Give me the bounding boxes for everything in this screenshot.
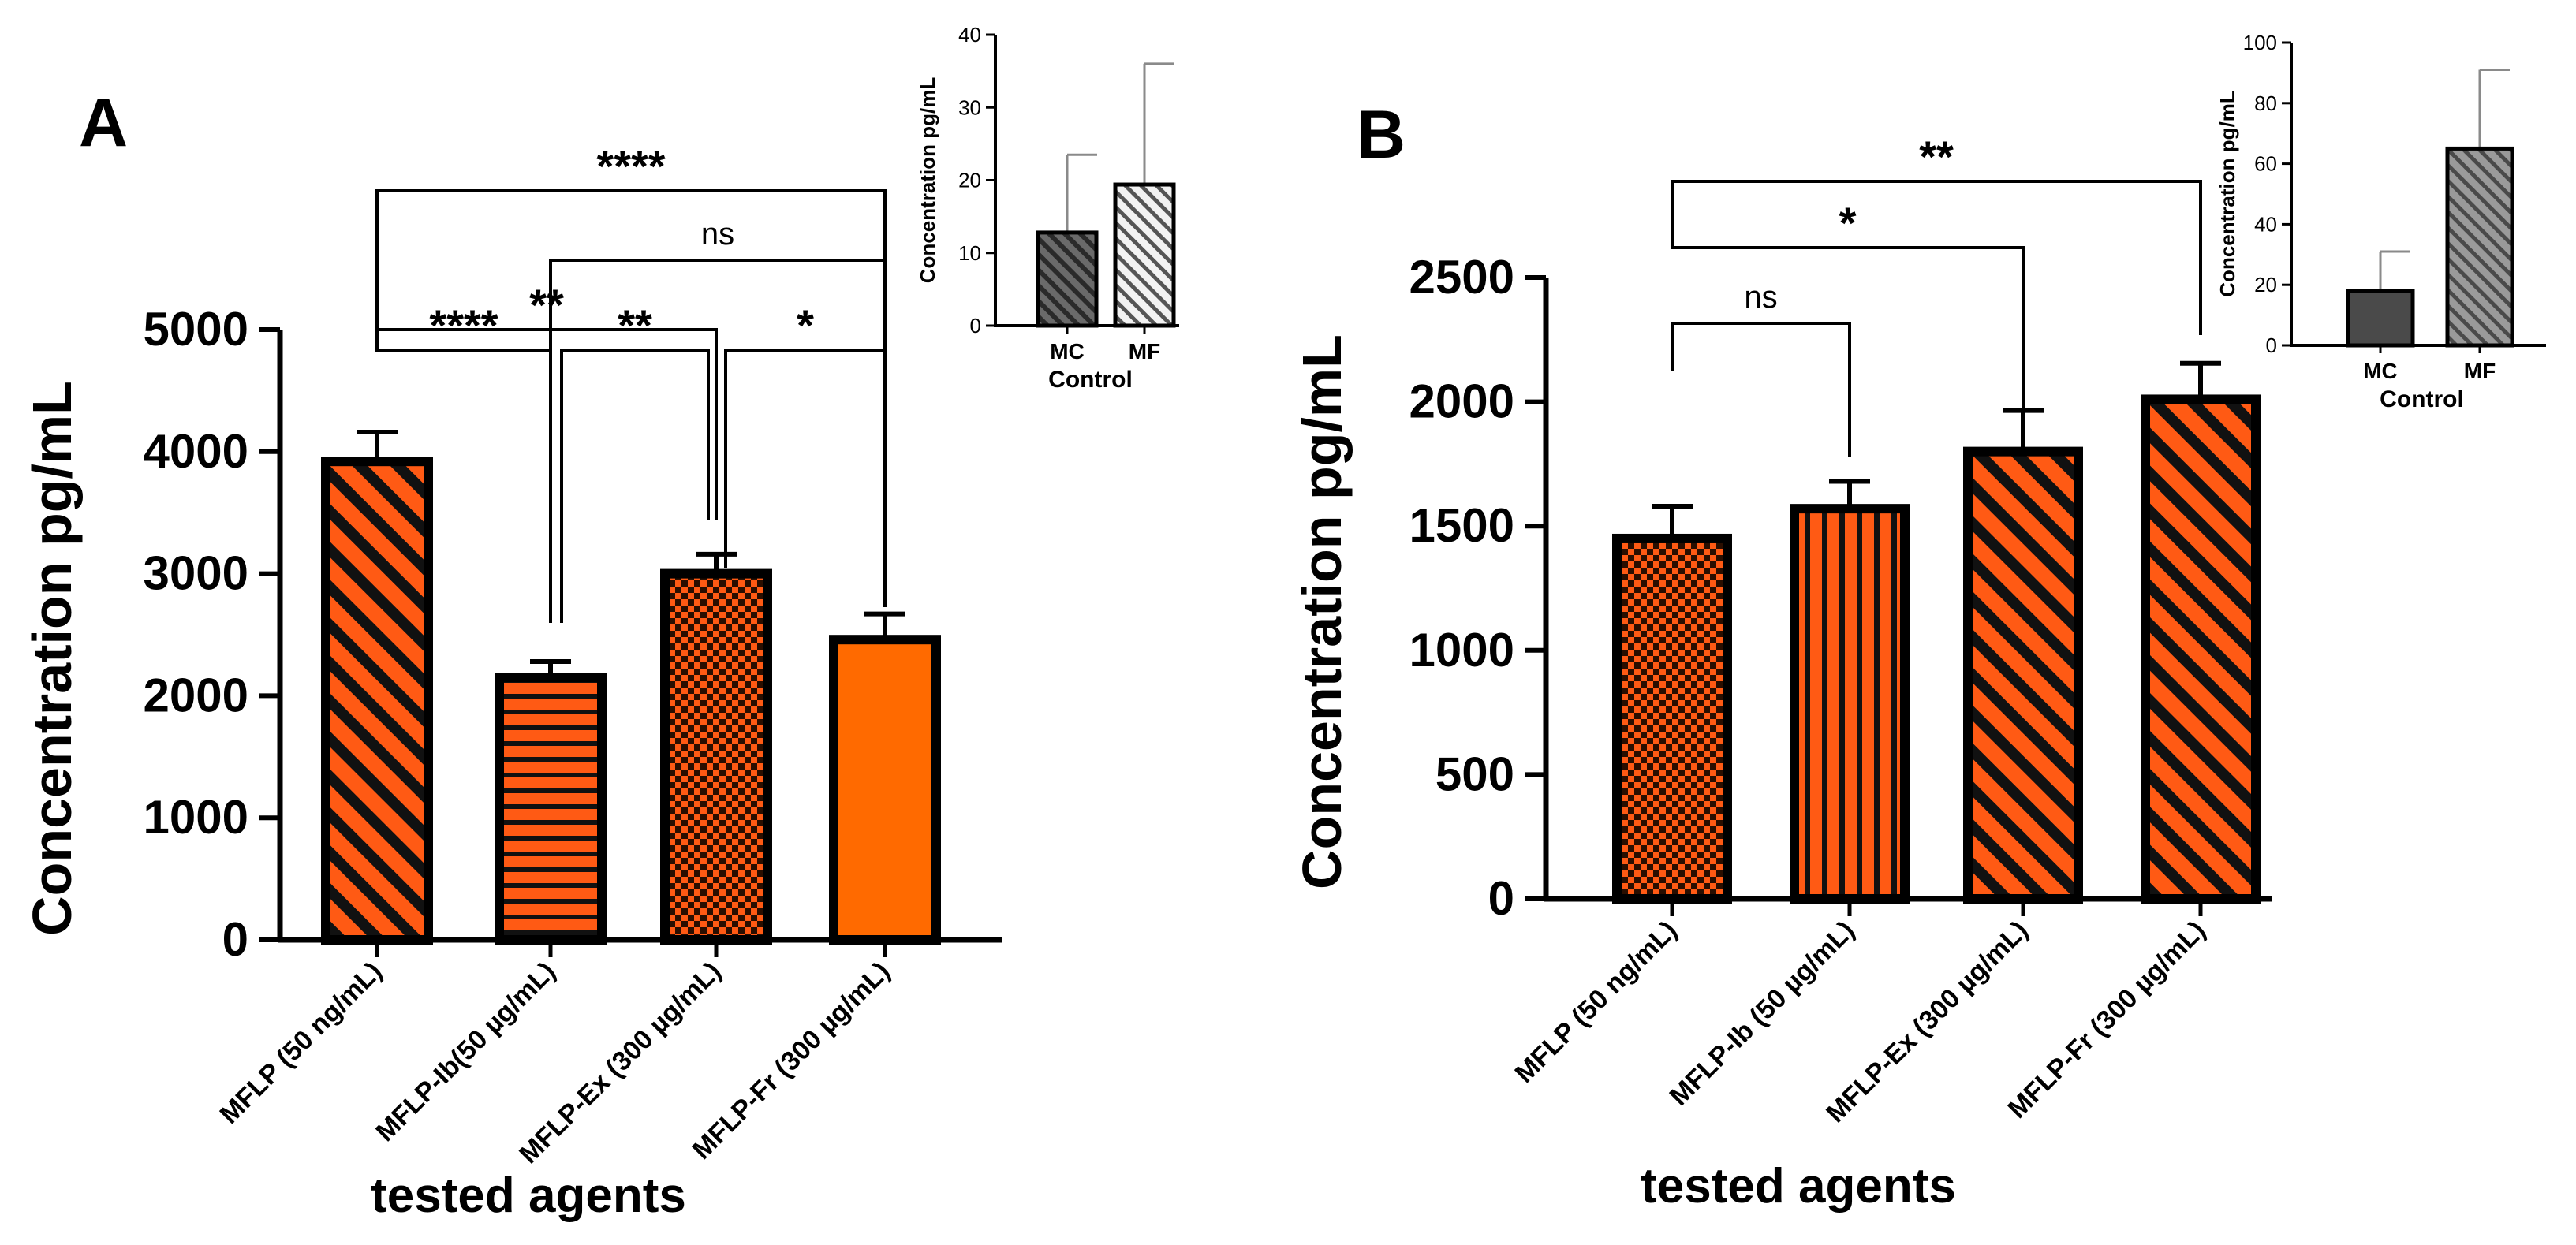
inset-a: 0 10 20 30 40 Concentration pg/mL MC MF Control: [916, 23, 1179, 393]
y-axis-title: Concentration pg/mL: [1291, 334, 1353, 889]
y-tick-label: 0: [222, 913, 248, 966]
y-tick-label: 2000: [1409, 375, 1514, 428]
significance-bracket: [724, 349, 887, 607]
inset-y-tick-label: 20: [2254, 273, 2277, 296]
inset-x-tick-label: MC: [2363, 359, 2398, 383]
inset-y-tick-label: 100: [2243, 31, 2277, 54]
bar: [829, 635, 941, 945]
significance-label: *: [1839, 198, 1857, 248]
significance-bracket: [560, 349, 710, 623]
x-tick-label: MFLP-Fr (300 µg/mL): [2003, 915, 2212, 1124]
inset-y-tick-label: 60: [2254, 152, 2277, 176]
bar: [1790, 504, 1910, 904]
y-tick-label: 1000: [1409, 624, 1514, 677]
significance-label: ns: [701, 217, 734, 252]
inset-y-tick-label: 0: [2266, 334, 2277, 357]
inset-b: 0 20 40 60 80 100 Concentration pg/mL MC MFContr…: [2216, 31, 2546, 412]
significance-label: ****: [596, 141, 665, 191]
y-tick-label: 500: [1435, 747, 1514, 800]
inset-bar: [1036, 230, 1099, 328]
inset-y-tick-label: 40: [2254, 212, 2277, 236]
y-tick-label: 2000: [144, 669, 248, 721]
inset-y-tick-label: 40: [958, 23, 981, 47]
inset-y-tick-label: 0: [970, 314, 981, 337]
x-tick-label: MFLP (50 ng/mL): [215, 956, 388, 1130]
panel-label-a: A: [79, 85, 128, 161]
inset-y-axis-title: Concentration pg/mL: [2216, 91, 2239, 297]
significance-label: ****: [429, 300, 498, 350]
y-tick-label: 1500: [1409, 499, 1514, 552]
panel-label-b: B: [1357, 97, 1406, 173]
x-axis-title: tested agents: [371, 1169, 686, 1223]
inset-x-tick-label: MF: [1129, 339, 1160, 363]
y-tick-label: 4000: [144, 425, 248, 478]
y-tick-label: 0: [1488, 872, 1514, 925]
significance-bracket: [1671, 225, 2025, 453]
significance-label: ns: [1744, 280, 1777, 315]
panel-b: 0 500 1000 1500 2000 2500 Concentration pg/mL t…: [1291, 132, 2272, 1213]
bar: [1963, 446, 2083, 904]
inset-y-tick-label: 10: [958, 241, 981, 265]
panel-a: 0 1000 2000 3000 4000 5000 Concentration pg/mL…: [21, 141, 1002, 1223]
x-tick-label: MFLP-Ex (300 µg/mL): [1820, 915, 2033, 1128]
inset-bar: [2346, 289, 2415, 348]
inset-y-tick-label: 30: [958, 95, 981, 119]
x-tick-label: MFLP-Ib(50 µg/mL): [370, 956, 561, 1147]
significance-label: **: [1919, 132, 1954, 181]
x-tick-label: MFLP (50 ng/mL): [1510, 915, 1683, 1089]
bar: [1612, 533, 1732, 904]
inset-x-axis-title: Control: [1048, 367, 1133, 393]
x-tick-label: MFLP-Ib (50 µg/mL): [1664, 915, 1861, 1112]
x-axis-title: tested agents: [1641, 1159, 1956, 1213]
inset-x-tick-label: MC: [1050, 339, 1085, 363]
inset-x-tick-label: MF: [2464, 359, 2496, 383]
bar: [2141, 394, 2261, 904]
y-axis-title: Concentration pg/mL: [21, 381, 83, 936]
significance-bracket: [1671, 322, 1851, 457]
inset-bar: [2445, 146, 2514, 348]
inset-y-axis-title: Concentration pg/mL: [916, 77, 939, 284]
inset-y-tick-label: 20: [958, 169, 981, 192]
y-tick-label: 5000: [144, 303, 248, 356]
inset-y-tick-label: 80: [2254, 91, 2277, 115]
bar: [321, 457, 433, 945]
inset-bar: [1113, 182, 1176, 328]
x-tick-label: MFLP-Fr (300 µg/mL): [687, 956, 896, 1165]
bar: [495, 673, 607, 945]
significance-bracket: [1671, 180, 2202, 335]
y-tick-label: 2500: [1409, 251, 1514, 304]
significance-label: **: [529, 280, 564, 330]
significance-label: **: [618, 300, 652, 350]
significance-bracket: [375, 311, 552, 623]
inset-x-axis-title: Control: [2380, 386, 2464, 412]
significance-label: *: [797, 300, 814, 350]
y-tick-label: 3000: [144, 547, 248, 600]
y-tick-label: 1000: [144, 791, 248, 844]
bar: [660, 568, 772, 945]
